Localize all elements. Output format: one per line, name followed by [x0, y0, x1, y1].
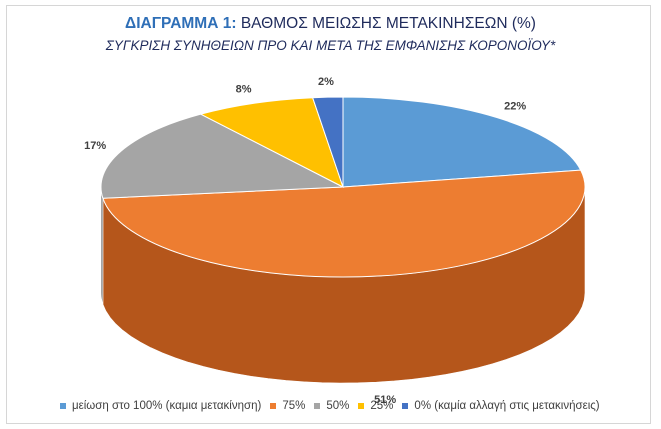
chart-legend: μείωση στο 100% (καμια μετακίνηση) 75% 50%…	[60, 400, 620, 412]
pie-tops	[100, 96, 586, 278]
legend-item-4: 25%	[358, 400, 393, 412]
legend-swatch-1	[60, 403, 66, 409]
data-label-5: 2%	[318, 76, 334, 88]
pie-slice-1	[342, 96, 582, 188]
data-label-2: 51%	[374, 394, 396, 406]
pie-slice-5	[311, 96, 344, 188]
legend-label-3: 50%	[326, 400, 350, 412]
data-label-1: 22%	[504, 100, 526, 112]
legend-item-5: 0% (καμία αλλαγή στις μετακινήσεις)	[402, 400, 600, 412]
pie-labels: 22% 51% 17% 8% 2%	[84, 76, 526, 406]
data-label-4: 8%	[236, 83, 252, 95]
legend-item-1: μείωση στο 100% (καμια μετακίνηση)	[60, 400, 261, 412]
pie-slice-3	[100, 113, 345, 199]
legend-label-2: 75%	[282, 400, 306, 412]
data-label-3: 17%	[84, 140, 106, 152]
legend-swatch-5	[402, 403, 409, 409]
chart-title: ΔΙΑΓΡΑΜΜΑ 1: ΒΑΘΜΟΣ ΜΕΙΩΣΗΣ ΜΕΤΑΚΙΝΗΣΕΩΝ…	[0, 15, 661, 33]
chart-title-prefix: ΔΙΑΓΡΑΜΜΑ 1:	[125, 15, 237, 32]
pie-slice-4	[199, 97, 344, 189]
legend-swatch-3	[314, 403, 321, 409]
legend-swatch-2	[270, 403, 277, 409]
legend-swatch-4	[358, 403, 365, 409]
legend-label-5: 0% (καμία αλλαγή στις μετακινήσεις)	[414, 400, 600, 412]
chart-subtitle: ΣΥΓΚΡΙΣΗ ΣΥΝΗΘΕΙΩΝ ΠΡΟ ΚΑΙ ΜΕΤΑ ΤΗΣ ΕΜΦΑ…	[105, 38, 556, 53]
chart-title-main: ΒΑΘΜΟΣ ΜΕΙΩΣΗΣ ΜΕΤΑΚΙΝΗΣΕΩΝ (%)	[240, 15, 536, 32]
pie-slice-2	[102, 169, 586, 278]
legend-label-4: 25%	[370, 400, 394, 412]
pie-sides	[100, 186, 586, 384]
pie-side-3	[100, 187, 104, 305]
legend-label-1: μείωση στο 100% (καμια μετακίνηση)	[72, 400, 262, 412]
legend-item-2: 75%	[270, 400, 305, 412]
legend-item-3: 50%	[314, 400, 349, 412]
